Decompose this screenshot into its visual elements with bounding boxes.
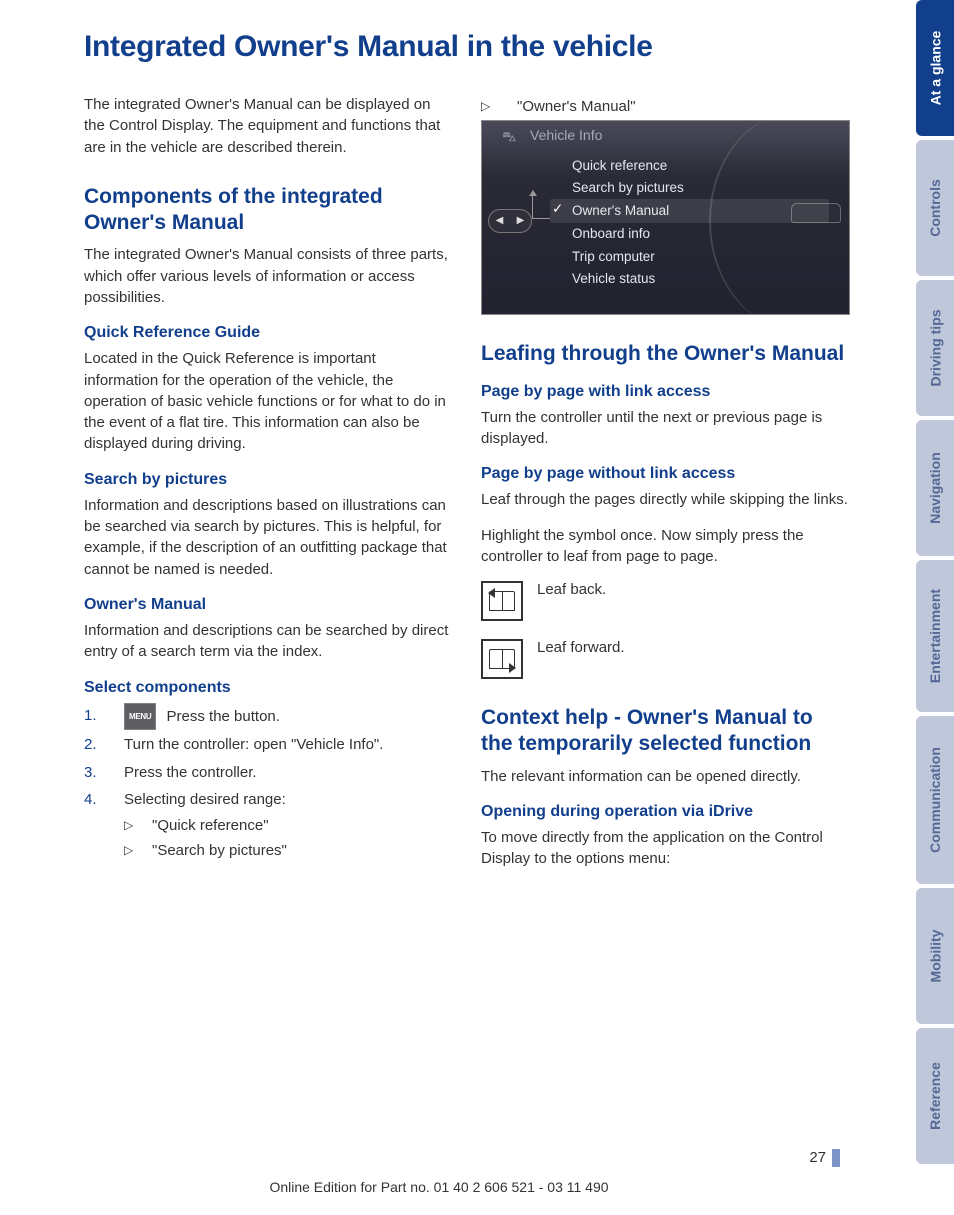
step-2: Turn the controller: open "Vehicle Info"… bbox=[84, 732, 453, 758]
menu-item-vehicle-status: Vehicle status bbox=[572, 268, 829, 290]
menu-item-trip-computer: Trip computer bbox=[572, 246, 829, 268]
sub-owners-manual: Owner's Manual bbox=[84, 596, 453, 614]
menu-item-quick-reference: Quick reference bbox=[572, 155, 829, 177]
steps-list: MENU Press the button. Turn the controll… bbox=[84, 703, 453, 864]
vehicle-info-car-icon: ⛍ bbox=[502, 128, 516, 147]
sub-page-nolink: Page by page without link access bbox=[481, 465, 850, 483]
menu-item-search-by-pictures: Search by pictures bbox=[572, 177, 829, 199]
side-tab-reference[interactable]: Reference bbox=[916, 1028, 954, 1164]
left-column: The integrated Owner's Manual can be dis… bbox=[84, 94, 453, 884]
vehicle-info-menu: Quick reference Search by pictures Owner… bbox=[572, 155, 829, 291]
sub-opening-idrive-body: To move directly from the application on… bbox=[481, 827, 850, 870]
sub-search-by-pictures: Search by pictures bbox=[84, 471, 453, 489]
side-tab-mobility[interactable]: Mobility bbox=[916, 888, 954, 1024]
side-tab-navigation[interactable]: Navigation bbox=[916, 420, 954, 556]
side-tab-driving-tips[interactable]: Driving tips bbox=[916, 280, 954, 416]
vehicle-info-screenshot: ⛍ Vehicle Info ◀▶ ✓ Quick reference Sear… bbox=[481, 120, 850, 315]
controller-arrows-icon: ◀▶ bbox=[488, 209, 532, 233]
footer-text: Online Edition for Part no. 01 40 2 606 … bbox=[0, 1179, 878, 1195]
page-number: 27 bbox=[809, 1149, 840, 1167]
side-tab-controls[interactable]: Controls bbox=[916, 140, 954, 276]
section-components: Components of the integrated Owner's Man… bbox=[84, 184, 453, 237]
side-tab-label: Controls bbox=[927, 179, 943, 237]
step-3: Press the controller. bbox=[84, 760, 453, 786]
menu-button-icon: MENU bbox=[124, 703, 156, 731]
section-leafing: Leafing through the Owner's Manual bbox=[481, 341, 850, 367]
leaf-back-icon bbox=[481, 581, 523, 621]
pointer-line-icon bbox=[532, 191, 550, 219]
side-tab-label: Driving tips bbox=[927, 309, 943, 386]
right-column: "Owner's Manual" ⛍ Vehicle Info ◀▶ ✓ Qui… bbox=[481, 94, 850, 884]
sub-page-link: Page by page with link access bbox=[481, 383, 850, 401]
sub-quick-reference-body: Located in the Quick Reference is import… bbox=[84, 348, 453, 454]
sub-page-nolink-body1: Leaf through the pages directly while sk… bbox=[481, 489, 850, 510]
step-1: MENU Press the button. bbox=[84, 703, 453, 731]
menu-item-onboard-info: Onboard info bbox=[572, 223, 829, 245]
sub-owners-manual-body: Information and descriptions can be sear… bbox=[84, 620, 453, 663]
step-4: Selecting desired range: "Quick referenc… bbox=[84, 787, 453, 864]
sub-select-components: Select components bbox=[84, 679, 453, 697]
page-title: Integrated Owner's Manual in the vehicle bbox=[84, 30, 850, 64]
step-1-text: Press the button. bbox=[162, 707, 280, 724]
section-components-body: The integrated Owner's Manual consists o… bbox=[84, 244, 453, 308]
side-tab-label: Entertainment bbox=[927, 589, 943, 683]
side-tab-label: Mobility bbox=[927, 930, 943, 983]
step-4-opt-search-by-pictures: "Search by pictures" bbox=[124, 838, 453, 864]
intro-text: The integrated Owner's Manual can be dis… bbox=[84, 94, 453, 158]
sub-page-link-body: Turn the controller until the next or pr… bbox=[481, 407, 850, 450]
step-4-opt-quick-reference: "Quick reference" bbox=[124, 813, 453, 839]
menu-item-owners-manual-selected: Owner's Manual bbox=[550, 199, 829, 223]
leaf-forward-icon bbox=[481, 639, 523, 679]
side-tab-entertainment[interactable]: Entertainment bbox=[916, 560, 954, 712]
opt-owners-manual: "Owner's Manual" bbox=[481, 94, 850, 120]
step-4-text: Selecting desired range: bbox=[124, 791, 286, 808]
side-tab-label: Reference bbox=[927, 1062, 943, 1130]
sub-search-by-pictures-body: Information and descriptions based on il… bbox=[84, 495, 453, 580]
side-tab-label: At a glance bbox=[927, 31, 943, 106]
section-context-help-body: The relevant information can be opened d… bbox=[481, 766, 850, 787]
sub-page-nolink-body2: Highlight the symbol once. Now simply pr… bbox=[481, 525, 850, 568]
vehicle-info-header: Vehicle Info bbox=[530, 127, 602, 143]
leaf-back-label: Leaf back. bbox=[537, 581, 606, 598]
section-context-help: Context help - Owner's Manual to the tem… bbox=[481, 705, 850, 758]
side-tab-label: Communication bbox=[927, 747, 943, 853]
side-tabs: At a glance Controls Driving tips Navigatio… bbox=[878, 0, 954, 1215]
sub-opening-idrive: Opening during operation via iDrive bbox=[481, 803, 850, 821]
side-tab-communication[interactable]: Communication bbox=[916, 716, 954, 884]
side-tab-at-a-glance[interactable]: At a glance bbox=[916, 0, 954, 136]
sub-quick-reference: Quick Reference Guide bbox=[84, 324, 453, 342]
side-tab-label: Navigation bbox=[927, 452, 943, 524]
leaf-forward-label: Leaf forward. bbox=[537, 639, 625, 656]
